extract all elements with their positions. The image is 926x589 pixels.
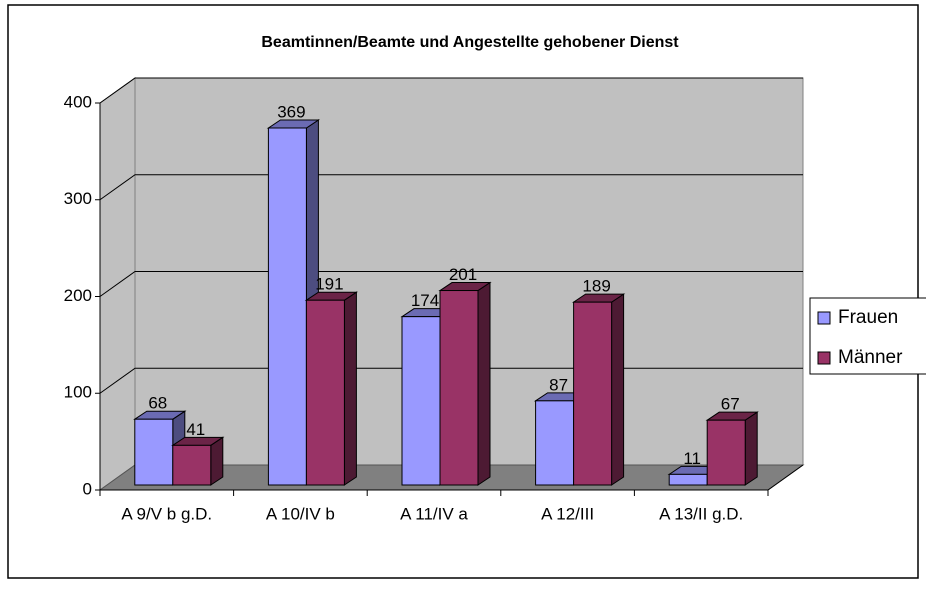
grid-line [99, 271, 803, 297]
legend-swatch [817, 311, 831, 325]
bar [668, 473, 708, 486]
legend-swatch [817, 351, 831, 365]
x-tick-label: A 11/IV a [400, 504, 468, 523]
x-tick-label: A 10/IV b [266, 504, 335, 523]
data-label: 11 [683, 449, 701, 468]
floor-edge [767, 464, 804, 491]
bar [172, 444, 212, 486]
y-tick-label: 400 [64, 92, 92, 111]
data-label: 68 [148, 394, 167, 413]
data-label: 191 [315, 275, 343, 294]
bar [706, 419, 746, 486]
bar-side [611, 293, 625, 486]
chart-title: Beamtinnen/Beamte und Angestellte gehobe… [261, 34, 679, 51]
x-tick-label: A 9/V b g.D. [121, 504, 212, 523]
x-tick-label: A 12/III [541, 504, 594, 523]
grid-line [99, 77, 803, 104]
bar-side [343, 291, 357, 486]
bar [305, 299, 345, 486]
data-label: 189 [582, 277, 610, 296]
data-label: 174 [411, 291, 439, 310]
x-tick-label: A 13/II g.D. [659, 504, 743, 523]
bar-side [744, 411, 758, 486]
data-label: 67 [721, 395, 740, 414]
legend-label: Männer [838, 347, 903, 368]
legend-label: Frauen [838, 307, 898, 328]
data-label: 369 [277, 102, 305, 121]
bar [267, 127, 307, 486]
grid-line [99, 174, 803, 201]
y-tick-label: 300 [64, 189, 92, 208]
y-tick-label: 200 [64, 286, 92, 305]
data-label: 87 [549, 375, 568, 394]
bar-side [477, 281, 491, 486]
data-label: 41 [186, 420, 205, 439]
y-tick-label: 100 [64, 383, 92, 402]
bar [573, 301, 613, 486]
data-label: 201 [449, 265, 477, 284]
bar [535, 400, 575, 486]
bar [134, 418, 174, 486]
y-tick-label: 0 [83, 479, 92, 498]
bar [401, 316, 441, 486]
bar [439, 290, 479, 486]
